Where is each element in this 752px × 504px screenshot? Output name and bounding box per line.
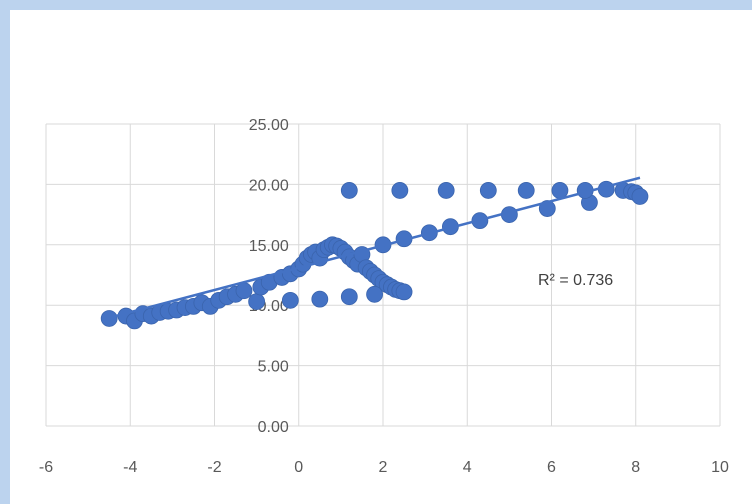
data-point (395, 283, 413, 301)
data-point (311, 290, 329, 308)
x-tick-label: -4 (123, 459, 137, 476)
data-point (437, 182, 455, 199)
data-point (281, 291, 299, 309)
y-tick-label: 20.00 (249, 177, 289, 194)
tick-labels: -6 -4 -2 0 2 4 6 8 100.005.0010.0015.0020.0025.0… (39, 117, 729, 476)
scatter-chart: -6 -4 -2 0 2 4 6 8 100.005.0010.0015.0020.0025.0… (39, 117, 729, 476)
y-tick-label: 15.00 (249, 238, 289, 255)
linear-trendline (104, 176, 641, 321)
data-point (248, 293, 266, 310)
trendline-group (104, 176, 641, 321)
r-squared-label: R² = 0.736 (538, 272, 613, 289)
data-points (100, 180, 649, 330)
y-tick-label: 25.00 (249, 117, 289, 134)
x-tick-label: 0 (294, 459, 303, 476)
x-tick-label: -6 (39, 459, 53, 476)
data-point (340, 182, 358, 199)
data-point (391, 182, 409, 199)
x-tick-label: 4 (463, 459, 472, 476)
x-tick-label: -2 (207, 459, 221, 476)
x-tick-label: 8 (631, 459, 640, 476)
data-point (538, 200, 556, 217)
y-tick-label: 5.00 (258, 359, 289, 376)
data-point (366, 285, 383, 303)
data-point (631, 188, 649, 205)
x-tick-label: 2 (379, 459, 388, 476)
data-point (551, 182, 569, 199)
x-tick-label: 6 (547, 459, 556, 476)
y-tick-label: 0.00 (258, 419, 289, 436)
x-tick-label: 10 (711, 459, 729, 476)
data-point (479, 182, 497, 199)
data-point (235, 282, 253, 300)
data-point (340, 288, 358, 306)
chart-frame: -6 -4 -2 0 2 4 6 8 10 0.00 5.00 10.00 15.00 20.00 25.0… (10, 10, 752, 504)
data-point (517, 182, 535, 199)
